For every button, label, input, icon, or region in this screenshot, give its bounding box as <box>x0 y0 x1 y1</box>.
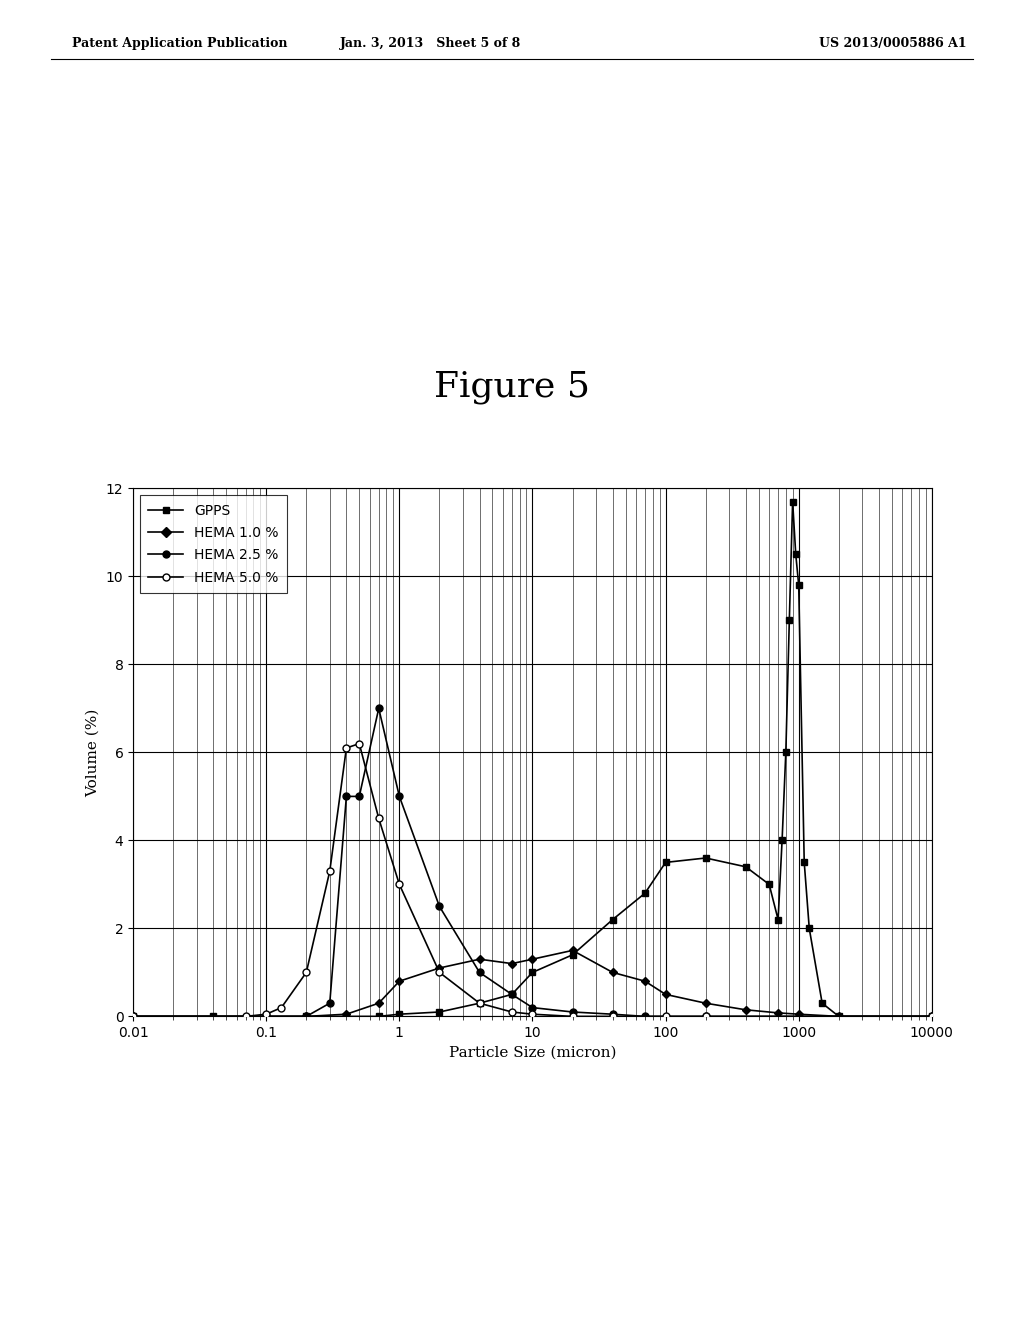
HEMA 5.0 % <box>353 735 366 751</box>
HEMA 1.0 % <box>526 952 539 968</box>
Legend: GPPS, HEMA 1.0 %, HEMA 2.5 %, HEMA 5.0 %: GPPS, HEMA 1.0 %, HEMA 2.5 %, HEMA 5.0 % <box>140 495 287 593</box>
HEMA 1.0 % <box>699 995 712 1011</box>
GPPS <box>816 995 828 1011</box>
HEMA 2.5 % <box>260 1008 272 1024</box>
Line: HEMA 2.5 %: HEMA 2.5 % <box>130 705 935 1020</box>
GPPS <box>526 965 539 981</box>
HEMA 5.0 % <box>699 1008 712 1024</box>
GPPS <box>207 1008 219 1024</box>
HEMA 5.0 % <box>373 810 385 826</box>
HEMA 2.5 % <box>606 1006 618 1022</box>
GPPS <box>772 912 784 928</box>
GPPS <box>393 1006 406 1022</box>
HEMA 1.0 % <box>373 995 385 1011</box>
GPPS <box>606 912 618 928</box>
HEMA 2.5 % <box>699 1008 712 1024</box>
HEMA 2.5 % <box>566 1005 579 1020</box>
HEMA 5.0 % <box>526 1006 539 1022</box>
HEMA 2.5 % <box>324 995 336 1011</box>
HEMA 5.0 % <box>659 1008 672 1024</box>
HEMA 5.0 % <box>393 876 406 892</box>
HEMA 5.0 % <box>926 1008 938 1024</box>
GPPS <box>926 1008 938 1024</box>
HEMA 5.0 % <box>473 995 485 1011</box>
X-axis label: Particle Size (micron): Particle Size (micron) <box>449 1045 616 1060</box>
HEMA 2.5 % <box>506 986 518 1002</box>
HEMA 2.5 % <box>433 899 445 915</box>
GPPS <box>260 1008 272 1024</box>
HEMA 2.5 % <box>353 788 366 804</box>
GPPS <box>659 854 672 870</box>
HEMA 5.0 % <box>275 999 288 1015</box>
HEMA 2.5 % <box>340 788 352 804</box>
GPPS <box>739 859 752 875</box>
Text: Patent Application Publication: Patent Application Publication <box>72 37 287 50</box>
Text: Figure 5: Figure 5 <box>434 370 590 404</box>
HEMA 5.0 % <box>566 1008 579 1024</box>
HEMA 1.0 % <box>606 965 618 981</box>
HEMA 1.0 % <box>393 973 406 989</box>
GPPS <box>763 876 775 892</box>
HEMA 2.5 % <box>473 965 485 981</box>
GPPS <box>833 1008 845 1024</box>
HEMA 1.0 % <box>473 952 485 968</box>
HEMA 1.0 % <box>793 1006 805 1022</box>
HEMA 1.0 % <box>340 1006 352 1022</box>
HEMA 1.0 % <box>506 956 518 972</box>
GPPS <box>340 1008 352 1024</box>
HEMA 5.0 % <box>240 1008 252 1024</box>
Text: Jan. 3, 2013   Sheet 5 of 8: Jan. 3, 2013 Sheet 5 of 8 <box>339 37 521 50</box>
GPPS <box>506 986 518 1002</box>
GPPS <box>779 744 792 760</box>
HEMA 2.5 % <box>639 1008 651 1024</box>
HEMA 1.0 % <box>127 1008 139 1024</box>
HEMA 5.0 % <box>127 1008 139 1024</box>
HEMA 5.0 % <box>340 741 352 756</box>
Text: US 2013/0005886 A1: US 2013/0005886 A1 <box>819 37 967 50</box>
GPPS <box>786 494 799 510</box>
HEMA 1.0 % <box>566 942 579 958</box>
Line: HEMA 5.0 %: HEMA 5.0 % <box>130 741 935 1020</box>
HEMA 5.0 % <box>506 1005 518 1020</box>
GPPS <box>776 833 788 849</box>
HEMA 2.5 % <box>526 999 539 1015</box>
Line: HEMA 1.0 %: HEMA 1.0 % <box>130 948 935 1019</box>
HEMA 1.0 % <box>300 1008 312 1024</box>
HEMA 5.0 % <box>300 965 312 981</box>
GPPS <box>793 577 805 593</box>
HEMA 2.5 % <box>393 788 406 804</box>
HEMA 1.0 % <box>659 986 672 1002</box>
HEMA 1.0 % <box>739 1002 752 1018</box>
HEMA 1.0 % <box>926 1008 938 1024</box>
HEMA 1.0 % <box>833 1008 845 1024</box>
HEMA 1.0 % <box>260 1008 272 1024</box>
HEMA 5.0 % <box>433 965 445 981</box>
GPPS <box>473 995 485 1011</box>
Y-axis label: Volume (%): Volume (%) <box>86 709 100 796</box>
HEMA 1.0 % <box>433 960 445 975</box>
HEMA 2.5 % <box>300 1008 312 1024</box>
HEMA 2.5 % <box>127 1008 139 1024</box>
HEMA 5.0 % <box>324 863 336 879</box>
GPPS <box>790 546 802 562</box>
HEMA 5.0 % <box>260 1006 272 1022</box>
HEMA 2.5 % <box>926 1008 938 1024</box>
GPPS <box>566 946 579 962</box>
HEMA 1.0 % <box>639 973 651 989</box>
Line: GPPS: GPPS <box>130 499 935 1019</box>
GPPS <box>300 1008 312 1024</box>
GPPS <box>798 854 810 870</box>
GPPS <box>373 1008 385 1024</box>
HEMA 5.0 % <box>606 1008 618 1024</box>
GPPS <box>803 920 815 936</box>
HEMA 2.5 % <box>373 701 385 717</box>
GPPS <box>699 850 712 866</box>
GPPS <box>639 886 651 902</box>
GPPS <box>127 1008 139 1024</box>
HEMA 1.0 % <box>772 1005 784 1020</box>
GPPS <box>433 1005 445 1020</box>
GPPS <box>783 612 796 628</box>
